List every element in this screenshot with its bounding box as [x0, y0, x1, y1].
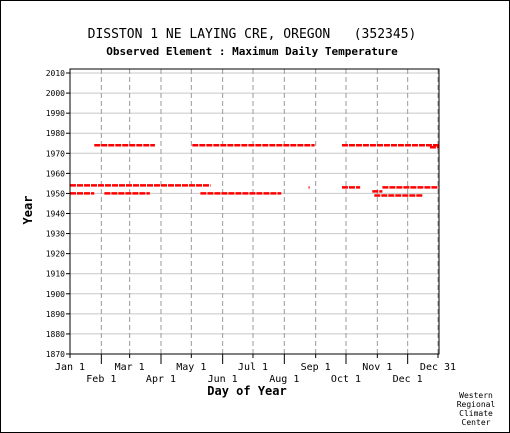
- grid-lines: [70, 69, 439, 354]
- credit-line: Center: [462, 418, 491, 427]
- axes: 1870 1880 1890 1900 1910 1920 1930 1940 1950 1960…: [46, 69, 456, 385]
- x-tick-label: Apr 1: [146, 374, 176, 385]
- chart-title: DISSTON 1 NE LAYING CRE, OREGON (352345): [88, 27, 417, 42]
- x-tick-label: May 1: [176, 362, 206, 373]
- x-tick-label: Jun 1: [208, 374, 238, 385]
- x-tick-label: Dec 31: [420, 362, 456, 373]
- plot-area: [69, 68, 440, 355]
- y-tick-label: 1900: [46, 290, 65, 299]
- y-tick-label: 1920: [46, 250, 65, 259]
- credit-block: Western Regional Climate Center: [457, 391, 496, 427]
- x-tick-label: Feb 1: [86, 374, 116, 385]
- x-tick-label: Sep 1: [301, 362, 331, 373]
- data-series: [70, 144, 439, 197]
- y-tick-label: 1880: [46, 330, 65, 339]
- y-tick-label: 1970: [46, 149, 65, 158]
- x-tick-label: Oct 1: [331, 374, 361, 385]
- credit-line: Climate: [459, 409, 493, 418]
- y-tick-label: 1890: [46, 310, 65, 319]
- y-tick-label: 1990: [46, 109, 65, 118]
- y-tick-label: 1870: [46, 350, 65, 359]
- y-tick-label: 1980: [46, 129, 65, 138]
- x-axis-label: Day of Year: [207, 384, 286, 398]
- y-tick-label: 2000: [46, 89, 65, 98]
- credit-line: Western: [459, 391, 493, 400]
- y-tick-label: 1930: [46, 230, 65, 239]
- credit-line: Regional: [457, 400, 496, 409]
- x-tick-label: Nov 1: [362, 362, 392, 373]
- x-tick-label: Jul 1: [238, 362, 268, 373]
- y-tick-label: 1950: [46, 189, 65, 198]
- y-axis-label: Year: [21, 196, 35, 225]
- y-tick-label: 2010: [46, 69, 65, 78]
- x-tick-label: Mar 1: [115, 362, 145, 373]
- chart-subtitle: Observed Element : Maximum Daily Tempera…: [106, 45, 398, 58]
- y-tick-label: 1960: [46, 169, 65, 178]
- x-tick-label: Aug 1: [269, 374, 299, 385]
- x-tick-label: Dec 1: [393, 374, 423, 385]
- y-tick-label: 1910: [46, 270, 65, 279]
- y-tick-label: 1940: [46, 210, 65, 219]
- x-tick-label: Jan 1: [55, 362, 85, 373]
